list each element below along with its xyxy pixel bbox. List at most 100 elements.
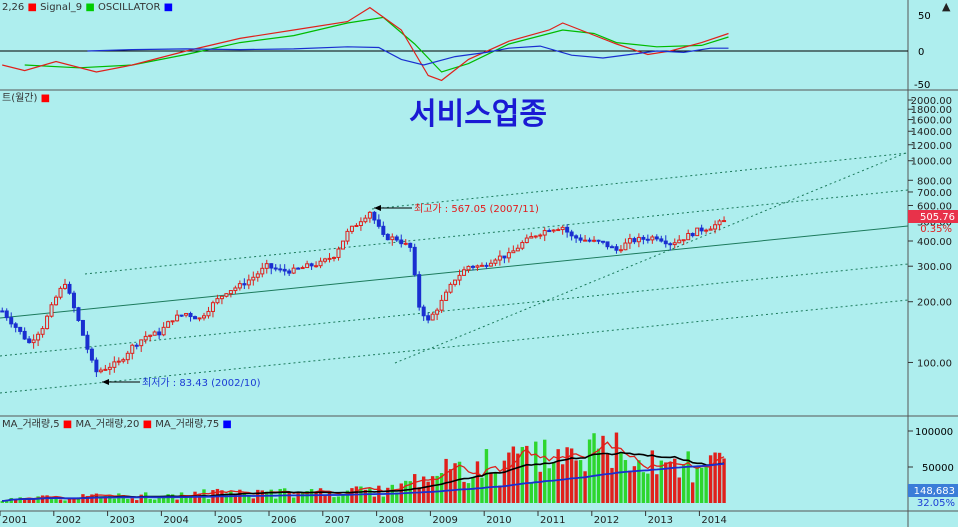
volume-bar: [565, 447, 569, 503]
osc-y-axis: 50 0 -50: [914, 11, 931, 91]
osc-legend: 2,26 ■ Signal_9 ■ OSCILLATOR ■: [2, 2, 173, 13]
last-price-badge: [908, 210, 958, 223]
price-candle: [609, 246, 614, 249]
price-candle: [695, 227, 700, 237]
price-candle: [596, 239, 601, 242]
volume-bar: [363, 489, 368, 503]
volume-bar: [54, 496, 58, 503]
volume-bar: [372, 496, 377, 503]
volume-bar: [462, 481, 466, 503]
volume-bar: [332, 497, 336, 503]
price-candle: [98, 369, 103, 373]
volume-bar: [502, 460, 507, 503]
price-candle: [376, 219, 381, 227]
price-candle: [184, 312, 189, 316]
price-candle: [143, 335, 148, 341]
price-candle: [219, 295, 224, 300]
price-candle: [583, 239, 588, 242]
volume-bar: [592, 433, 596, 503]
price-candle: [444, 291, 449, 301]
price-candle: [116, 360, 121, 363]
price-candle: [403, 242, 408, 245]
volume-bar: [305, 491, 309, 503]
price-candle: [672, 242, 677, 246]
volume-bar: [435, 475, 439, 503]
price-tick: 1800.00: [911, 105, 952, 116]
price-candle: [627, 238, 632, 244]
macd-line: [2, 6, 729, 82]
price-candle: [130, 344, 135, 354]
price-candle: [22, 330, 27, 340]
price-candle: [506, 252, 511, 259]
price-candle: [592, 239, 597, 242]
volume-bar: [224, 493, 229, 503]
price-candle: [188, 312, 193, 318]
price-tick: 200.00: [917, 298, 952, 309]
oscillator-series-layer: [2, 6, 729, 82]
last-volume-pct: 32.05%: [917, 498, 955, 509]
price-candle: [668, 243, 673, 246]
volume-bar: [421, 476, 426, 503]
volume-bar: [103, 496, 108, 503]
volume-bar: [265, 491, 269, 503]
volume-bar: [27, 497, 31, 503]
x-tick: 2013: [648, 515, 673, 526]
volume-bar: [130, 498, 134, 503]
price-candle: [417, 274, 422, 308]
price-candle: [569, 231, 574, 237]
price-candle: [260, 267, 265, 275]
volume-y-axis: 100000 50000: [908, 427, 954, 474]
x-tick: 2002: [56, 515, 81, 526]
volume-bar: [166, 494, 170, 503]
volume-bar: [619, 452, 623, 503]
price-candle: [475, 265, 480, 268]
volume-bar: [197, 493, 202, 503]
price-candle: [677, 239, 682, 244]
x-tick: 2004: [163, 515, 188, 526]
oscillator-line: [87, 45, 729, 66]
price-candle: [390, 236, 395, 241]
price-candle: [663, 240, 668, 245]
x-tick: 2009: [432, 515, 457, 526]
price-candle: [85, 334, 90, 350]
volume-bar: [664, 462, 668, 503]
volume-bar: [139, 494, 143, 503]
volume-bar: [13, 498, 18, 503]
volume-ma-lines: [2, 441, 725, 502]
price-candle: [327, 257, 332, 260]
price-candle: [206, 310, 211, 317]
price-candle: [556, 229, 561, 232]
volume-bar: [520, 446, 525, 503]
chart-title: 서비스업종: [409, 97, 547, 132]
volume-bar: [650, 450, 655, 503]
price-tick: 400.00: [917, 237, 952, 248]
volume-bar: [188, 495, 193, 503]
price-candle: [318, 260, 323, 267]
price-candle: [551, 229, 556, 232]
volume-bar: [206, 499, 211, 503]
volume-bar: [404, 480, 408, 503]
vol-tick: 50000: [922, 463, 954, 474]
volume-bar: [336, 496, 341, 503]
price-candle: [502, 255, 507, 259]
menu-arrow-icon[interactable]: ▲: [942, 0, 951, 13]
price-candle: [372, 211, 377, 221]
volume-bar: [430, 476, 435, 503]
price-candle: [358, 221, 363, 226]
price-candle: [305, 263, 310, 269]
price-candle: [251, 276, 256, 281]
volume-bar: [67, 498, 72, 503]
price-candle: [49, 304, 54, 317]
price-candle: [121, 359, 126, 362]
x-tick: 2001: [2, 515, 27, 526]
price-candle: [246, 279, 251, 286]
volume-bar: [229, 491, 233, 503]
price-candle: [394, 236, 399, 241]
price-candle: [488, 262, 493, 267]
volume-bar: [152, 499, 157, 503]
volume-bar: [538, 471, 542, 503]
last-change: 0.35%: [920, 224, 952, 235]
price-candle: [278, 268, 283, 271]
price-candle: [367, 211, 372, 219]
volume-bar: [614, 432, 619, 503]
